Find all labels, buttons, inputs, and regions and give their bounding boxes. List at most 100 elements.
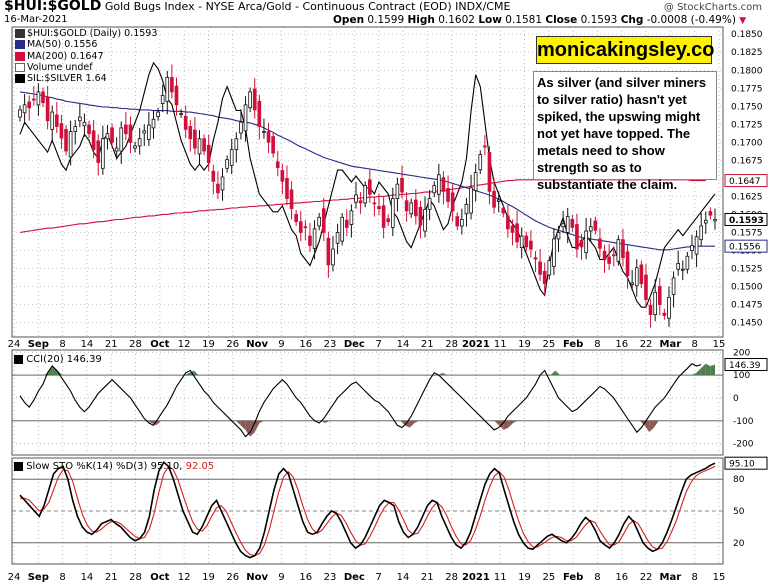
candle-body bbox=[18, 109, 22, 118]
x-label-0-4: 21 bbox=[105, 339, 118, 350]
x-label-0-17: 21 bbox=[421, 339, 434, 350]
sto-label: Slow STO %K(14) %D(3) 95.10, 92.05 bbox=[14, 461, 214, 472]
candle-body bbox=[248, 91, 252, 109]
candle-body bbox=[694, 236, 699, 255]
candle-body bbox=[400, 177, 404, 193]
stockcharts-credit: @ StockCharts.com bbox=[663, 2, 762, 13]
candle-body bbox=[96, 140, 101, 163]
close-value: 0.1593 bbox=[580, 14, 618, 26]
candle-body bbox=[367, 179, 372, 195]
candle-body bbox=[386, 218, 391, 223]
cci-extreme-fill bbox=[550, 370, 556, 376]
x-label-0-24: 8 bbox=[594, 339, 600, 350]
candle-body bbox=[570, 219, 575, 228]
candle-body bbox=[519, 235, 524, 249]
value-box-1 bbox=[724, 212, 768, 226]
candle-body bbox=[225, 159, 229, 169]
header-title: $HUI:$GOLD Gold Bugs Index - NYSE Arca/G… bbox=[4, 0, 510, 13]
value-box-2 bbox=[724, 239, 768, 253]
x-label-1-29: 15 bbox=[713, 572, 726, 583]
cci-extreme-fill bbox=[653, 420, 659, 428]
x-label-0-16: 14 bbox=[397, 339, 410, 350]
candle-body bbox=[216, 183, 220, 194]
cci-extreme-fill bbox=[193, 370, 199, 376]
cci-extreme-fill bbox=[325, 420, 330, 424]
candle-body bbox=[703, 219, 708, 224]
price-ytick-15: 0.1475 bbox=[731, 301, 763, 311]
candle-body bbox=[423, 208, 427, 232]
candle-body bbox=[639, 264, 644, 285]
x-label-1-3: 14 bbox=[81, 572, 94, 583]
candle-body bbox=[211, 170, 216, 182]
high-label: High bbox=[407, 14, 435, 26]
candle-body bbox=[588, 226, 593, 232]
sto-ytick-0: 80 bbox=[733, 475, 745, 485]
x-label-1-25: 16 bbox=[615, 572, 628, 583]
low-value: 0.1581 bbox=[505, 14, 543, 26]
x-label-0-6: Oct bbox=[150, 339, 169, 350]
candle-body bbox=[446, 188, 450, 202]
sto-value-box bbox=[724, 456, 768, 470]
candle-body bbox=[298, 221, 303, 233]
candle-body bbox=[239, 121, 243, 134]
candle-body bbox=[317, 216, 321, 227]
cci-extreme-fill bbox=[184, 372, 190, 376]
cci-extreme-fill bbox=[437, 372, 443, 376]
cci-extreme-fill bbox=[503, 420, 509, 430]
candle-body bbox=[501, 208, 506, 214]
x-label-1-28: 8 bbox=[692, 572, 698, 583]
candle-body bbox=[390, 198, 395, 228]
price-ytick-5: 0.1725 bbox=[731, 120, 763, 130]
x-label-1-27: Mar bbox=[660, 572, 682, 583]
candle-body bbox=[50, 111, 55, 130]
price-ytick-16: 0.1450 bbox=[731, 319, 763, 329]
candle-body bbox=[450, 192, 455, 212]
candle-body bbox=[294, 214, 298, 223]
cci-ytick-2: 0 bbox=[733, 394, 739, 404]
candle-body bbox=[22, 104, 27, 114]
x-label-1-26: 22 bbox=[640, 572, 653, 583]
candle-body bbox=[151, 118, 156, 129]
candle-body bbox=[427, 198, 432, 210]
x-label-0-14: Dec bbox=[344, 339, 365, 350]
candle-body bbox=[395, 183, 400, 199]
candle-body bbox=[156, 111, 160, 117]
candle-body bbox=[464, 203, 469, 215]
candle-body bbox=[349, 210, 354, 225]
chg-label: Chg bbox=[620, 14, 644, 26]
down-triangle-icon: ▼ bbox=[739, 16, 747, 26]
candle-body bbox=[335, 232, 340, 244]
x-label-0-19: 2021 bbox=[462, 339, 490, 350]
candle-body bbox=[441, 177, 446, 192]
candle-body bbox=[662, 312, 667, 316]
x-label-0-0: 24 bbox=[8, 339, 21, 350]
cci-ytick-3: -100 bbox=[733, 417, 754, 427]
candle-body bbox=[234, 138, 239, 150]
candle-body bbox=[593, 220, 598, 231]
candle-body bbox=[243, 104, 248, 132]
candle-body bbox=[326, 237, 331, 266]
candle-body bbox=[114, 147, 119, 152]
header-date: 16-Mar-2021 bbox=[4, 14, 68, 25]
candle-body bbox=[128, 124, 133, 143]
candle-body bbox=[409, 202, 414, 215]
x-label-0-11: 9 bbox=[278, 339, 284, 350]
pane-frame-1 bbox=[11, 26, 724, 338]
candle-body bbox=[483, 145, 487, 148]
x-label-1-10: Nov bbox=[246, 572, 268, 583]
candle-body bbox=[73, 126, 78, 132]
candle-body bbox=[266, 131, 271, 143]
price-ytick-11: 0.1575 bbox=[731, 228, 763, 238]
silver-ratio-line bbox=[19, 61, 716, 308]
candle-body bbox=[119, 127, 124, 152]
cci-extreme-fill bbox=[513, 420, 518, 424]
x-label-1-15: 7 bbox=[375, 572, 381, 583]
candle-body bbox=[78, 116, 82, 122]
candle-body bbox=[170, 77, 174, 93]
candle-body bbox=[524, 235, 529, 248]
value-box-label-1: 0.1593 bbox=[729, 216, 764, 226]
candle-body bbox=[414, 199, 418, 217]
candle-body bbox=[611, 254, 616, 257]
x-label-1-8: 19 bbox=[202, 572, 215, 583]
x-label-1-1: Sep bbox=[28, 572, 49, 583]
